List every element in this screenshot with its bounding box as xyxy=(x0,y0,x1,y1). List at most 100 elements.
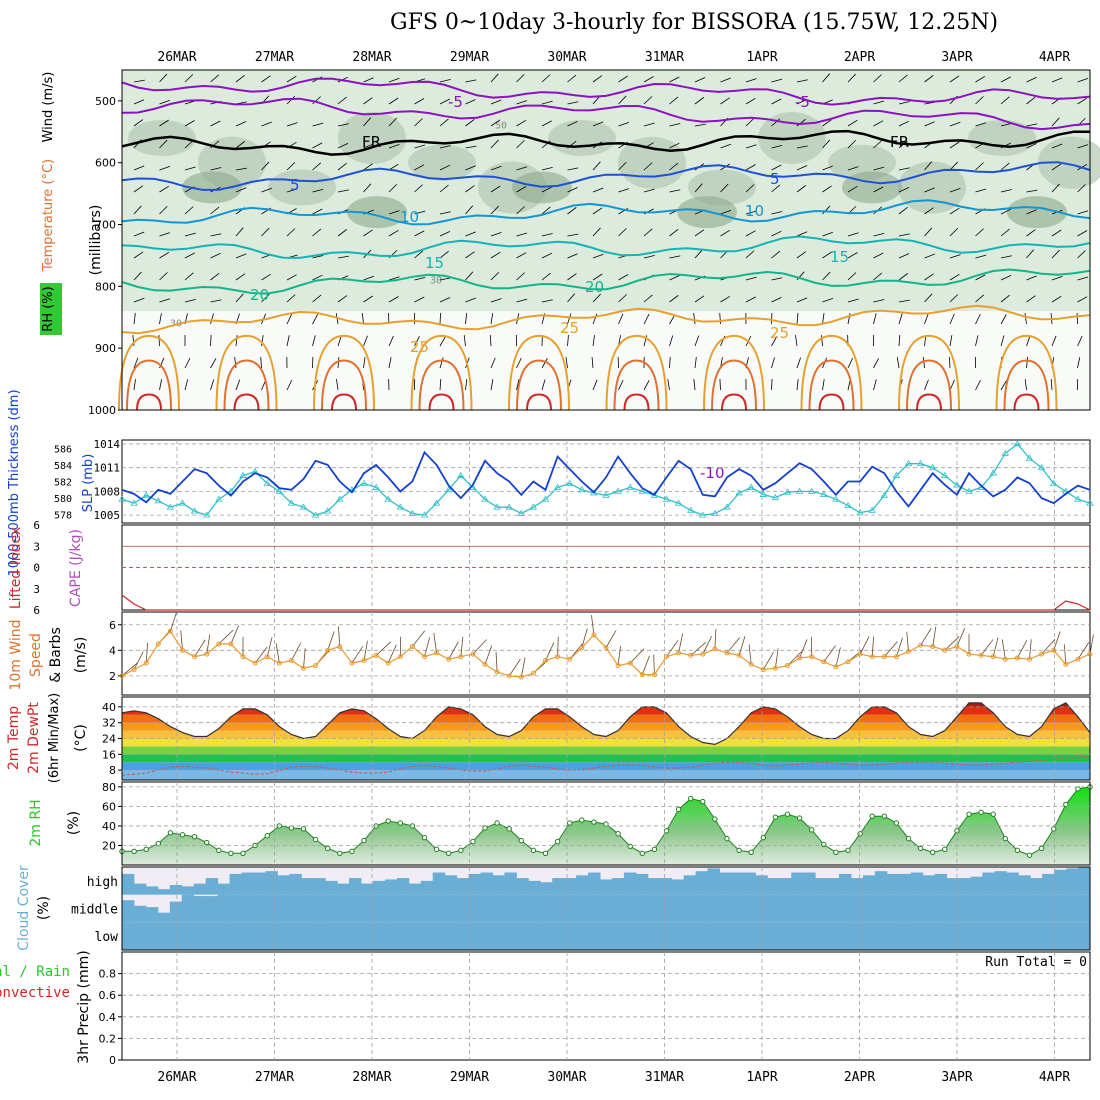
cloud-bar xyxy=(325,922,338,950)
wind-barb xyxy=(439,378,442,391)
wind-marker xyxy=(409,643,415,649)
date-label-bottom: 31MAR xyxy=(645,1070,684,1085)
wind-barb xyxy=(944,636,960,651)
wind-barb xyxy=(1000,380,1007,391)
cloud-bar xyxy=(946,878,960,895)
wind-barb xyxy=(726,637,741,654)
wind-barb xyxy=(312,162,322,171)
wind-marker xyxy=(966,651,972,657)
cloud-bar xyxy=(181,886,195,895)
wind-barb xyxy=(439,336,446,347)
date-label-bottom: 4APR xyxy=(1039,1070,1070,1085)
wind-barb xyxy=(643,188,655,193)
wind-barb xyxy=(460,636,464,657)
wind-barb xyxy=(312,188,324,193)
wind-barb xyxy=(771,164,782,171)
warm-loop xyxy=(995,334,1058,411)
rh-blob-dark xyxy=(1007,196,1067,229)
wind-barb xyxy=(822,185,832,193)
wind-barb xyxy=(975,254,987,259)
isotherm-line xyxy=(121,97,1091,131)
wind-barb xyxy=(1000,274,1012,281)
cloud-bar xyxy=(803,922,816,950)
wind-speed-line xyxy=(121,630,1091,678)
cloud-bar xyxy=(994,894,1007,923)
cloud-bar xyxy=(133,883,147,895)
warm-loop xyxy=(313,334,375,411)
rh-legend-swatch xyxy=(40,283,62,335)
wind-barb xyxy=(618,379,624,391)
temp-band xyxy=(122,770,1090,780)
wind-marker xyxy=(397,654,403,660)
cloud-bar xyxy=(552,878,565,895)
rh-marker xyxy=(1014,847,1021,854)
wind-barb xyxy=(235,335,238,347)
rh-marker xyxy=(712,816,718,822)
wind-barb xyxy=(822,205,831,215)
wind-barb xyxy=(133,79,145,83)
cloud-bar xyxy=(253,872,266,895)
wind-barb xyxy=(956,627,966,647)
wind-barb xyxy=(720,143,731,149)
wind-barb xyxy=(516,232,528,237)
wind-barb xyxy=(592,75,603,83)
wind-barb xyxy=(133,119,144,127)
wind-barb xyxy=(629,648,645,664)
cross-section-frame xyxy=(121,69,1091,411)
wind-barb xyxy=(1000,255,1012,259)
wind-marker xyxy=(422,654,427,660)
wind-barb xyxy=(1024,379,1027,391)
slp-marker xyxy=(227,487,235,494)
wind-barb xyxy=(591,615,595,636)
wind-marker xyxy=(688,652,694,658)
rh-marker xyxy=(397,820,403,826)
wind-barb xyxy=(702,635,712,655)
slp-marker xyxy=(336,495,344,502)
cloud-cover-frame xyxy=(121,866,1091,951)
date-label-bottom: 3APR xyxy=(941,1070,972,1085)
wind-barb xyxy=(439,78,451,83)
cloud-bar xyxy=(229,894,243,923)
cloud-bar xyxy=(659,878,673,895)
wind-barb xyxy=(490,205,499,215)
wind-barb xyxy=(949,313,955,325)
slp-tick: 1014 xyxy=(94,438,121,451)
wind-barb xyxy=(414,184,423,193)
slp-marker xyxy=(1049,479,1058,486)
rh-marker xyxy=(978,809,984,815)
cloud-bar xyxy=(815,878,828,895)
cloud-bar xyxy=(1054,894,1067,923)
wind-barb xyxy=(796,251,807,259)
cloud-bar xyxy=(576,922,589,950)
rh-marker xyxy=(433,846,440,853)
wind-barb xyxy=(859,636,870,655)
axis-label: (°C) xyxy=(73,724,89,752)
wind-barb xyxy=(210,74,220,83)
cloud-bar xyxy=(886,922,900,950)
wind-barb xyxy=(898,313,903,325)
warm-loop xyxy=(428,393,455,411)
cloud-bar xyxy=(1042,894,1055,923)
cloud-bar xyxy=(313,922,326,950)
wind-barb xyxy=(516,140,525,149)
slp-marker xyxy=(1025,454,1034,461)
cloud-bar xyxy=(659,894,673,923)
wind-barb xyxy=(439,184,449,193)
wind-marker xyxy=(204,651,210,657)
cloud-bar xyxy=(313,894,326,923)
wind-barb xyxy=(643,96,653,105)
wind-barb xyxy=(337,357,340,369)
thickness-slp-panel: 578 580 582 584 586 1005 1008 1011 1014 1000-500m… xyxy=(7,389,1094,577)
wind-barb xyxy=(1000,162,1010,171)
wind-barb xyxy=(159,166,171,171)
rh-marker xyxy=(325,845,331,852)
wind-barb xyxy=(975,228,984,237)
wind-barb xyxy=(745,250,755,259)
wind-barb xyxy=(618,294,627,303)
wind-marker xyxy=(470,651,476,657)
wind-barb xyxy=(949,335,953,347)
wind-barb xyxy=(363,143,374,149)
wind-barb xyxy=(180,630,183,651)
isotherm-label: 15 xyxy=(830,248,849,266)
